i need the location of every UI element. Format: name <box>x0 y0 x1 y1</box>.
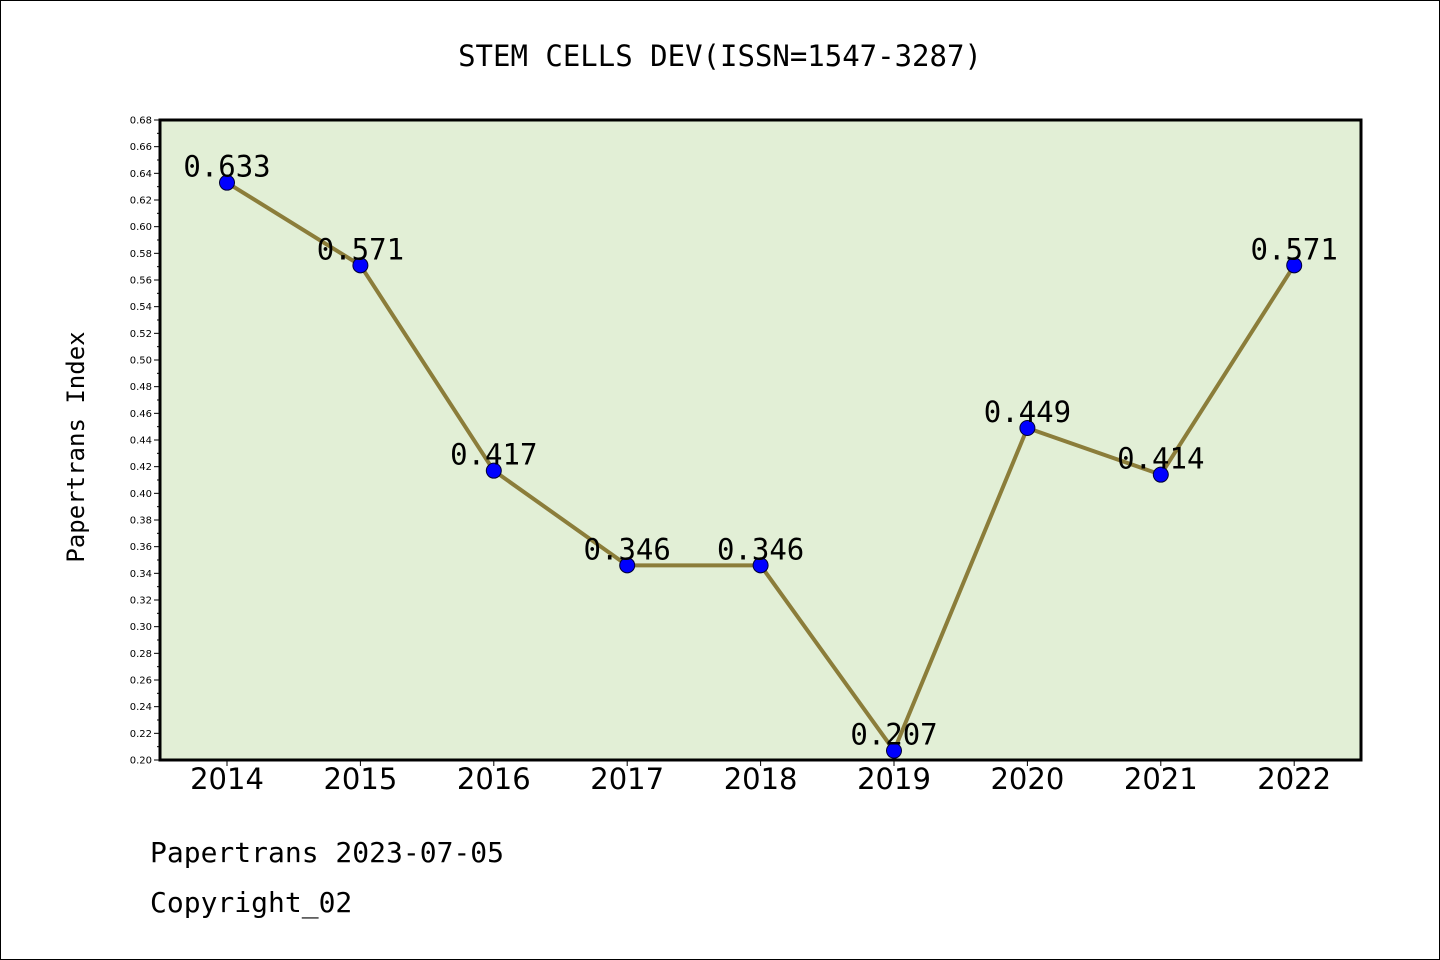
x-tick-label: 2017 <box>590 762 664 796</box>
y-tick-label: 0.56 <box>130 276 152 287</box>
y-tick-label: 0.52 <box>130 329 152 340</box>
series-line-segment <box>1158 263 1297 477</box>
data-point-marker <box>886 742 902 759</box>
series-line-segment <box>1025 426 1163 477</box>
y-axis-ticks: 0.20 0.22 0.24 0.26 0.28 0.30 0.32 0.34 0.36 0.38… <box>130 116 160 767</box>
y-tick-label: 0.48 <box>130 382 152 393</box>
data-label: 0.571 <box>1251 232 1338 266</box>
data-point-marker <box>752 557 769 574</box>
y-tick-label: 0.68 <box>130 116 152 127</box>
y-tick-label: 0.62 <box>130 196 152 207</box>
series-line-group <box>225 180 1297 753</box>
x-tick-label: 2020 <box>990 762 1064 796</box>
y-tick-label: 0.60 <box>130 222 152 233</box>
x-tick-label: 2019 <box>857 762 931 796</box>
y-tick-label: 0.20 <box>130 756 152 767</box>
data-label: 0.417 <box>450 438 537 472</box>
y-tick-label: 0.38 <box>130 516 152 527</box>
data-point-marker <box>352 257 369 274</box>
series-line-segment <box>225 180 363 268</box>
data-point-marker <box>219 174 235 191</box>
y-tick-label: 0.42 <box>130 462 152 473</box>
x-tick-label: 2022 <box>1257 762 1331 796</box>
y-tick-label: 0.34 <box>130 569 152 580</box>
chart-title: STEM CELLS DEV(ISSN=1547-3287) <box>458 39 982 73</box>
y-tick-label: 0.40 <box>130 489 152 500</box>
data-point-marker <box>485 462 502 479</box>
y-tick-label: 0.30 <box>130 622 152 633</box>
x-tick-label: 2015 <box>323 762 397 796</box>
y-tick-label: 0.28 <box>130 649 152 660</box>
x-tick-label: 2018 <box>724 762 798 796</box>
x-axis-ticks: 2014 2015 2016 2017 2018 2019 2020 2021 2022 <box>190 760 1331 796</box>
data-label: 0.414 <box>1117 442 1204 476</box>
series-line-segment <box>491 468 630 568</box>
data-labels: 0.633 0.571 0.417 0.346 0.346 0.207 0.449 0.414… <box>183 150 1338 752</box>
data-label: 0.633 <box>183 150 270 184</box>
data-point-marker <box>619 557 636 574</box>
y-tick-label: 0.32 <box>130 596 152 607</box>
y-tick-label: 0.58 <box>130 249 152 260</box>
plot-border <box>158 118 1363 762</box>
x-tick-label: 2016 <box>457 762 531 796</box>
plot-area <box>160 120 1361 760</box>
data-label: 0.346 <box>717 532 804 566</box>
y-tick-label: 0.26 <box>130 676 152 687</box>
y-tick-label: 0.64 <box>130 169 152 180</box>
y-tick-label: 0.46 <box>130 409 152 420</box>
data-point-marker <box>1152 466 1169 483</box>
y-tick-label: 0.36 <box>130 542 152 553</box>
x-tick-label: 2014 <box>190 762 264 796</box>
data-label: 0.449 <box>984 395 1071 429</box>
y-tick-label: 0.66 <box>130 142 152 153</box>
data-label: 0.346 <box>584 532 671 566</box>
footer-copyright-line: Copyright_02 <box>150 886 353 919</box>
data-markers <box>219 174 1303 759</box>
series-line-segment <box>758 563 896 753</box>
y-axis-label: Papertrans Index <box>62 331 90 562</box>
data-label: 0.571 <box>317 232 404 266</box>
series-line-segment <box>892 426 1030 753</box>
footer-date-line: Papertrans 2023-07-05 <box>150 836 505 869</box>
y-tick-label: 0.44 <box>130 436 152 447</box>
data-label: 0.207 <box>850 718 937 752</box>
y-tick-label: 0.24 <box>130 702 152 713</box>
y-tick-label: 0.22 <box>130 729 152 740</box>
y-tick-label: 0.54 <box>130 302 152 313</box>
x-tick-label: 2021 <box>1124 762 1198 796</box>
data-point-marker <box>1019 420 1036 436</box>
data-point-marker <box>1286 257 1303 274</box>
y-tick-label: 0.50 <box>130 356 152 367</box>
series-line-segment <box>358 263 496 473</box>
